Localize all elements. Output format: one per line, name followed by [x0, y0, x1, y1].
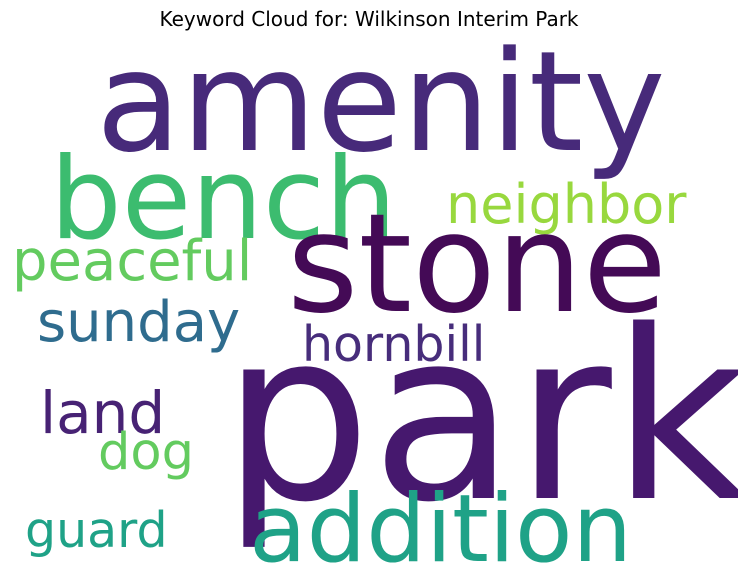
word-stone: stone	[287, 185, 668, 344]
word-bench: bench	[50, 133, 397, 265]
word-park: park	[222, 281, 738, 554]
word-amenity: amenity	[96, 21, 666, 183]
word-dog: dog	[98, 423, 194, 482]
word-sunday: sunday	[37, 290, 241, 355]
word-guard: guard	[25, 502, 168, 559]
word-neighbor: neighbor	[446, 173, 687, 236]
word-addition: addition	[249, 475, 633, 584]
word-hornbill: hornbill	[302, 316, 486, 373]
word-peaceful: peaceful	[12, 229, 253, 294]
word-land: land	[40, 379, 166, 447]
chart-title: Keyword Cloud for: Wilkinson Interim Par…	[159, 7, 579, 31]
